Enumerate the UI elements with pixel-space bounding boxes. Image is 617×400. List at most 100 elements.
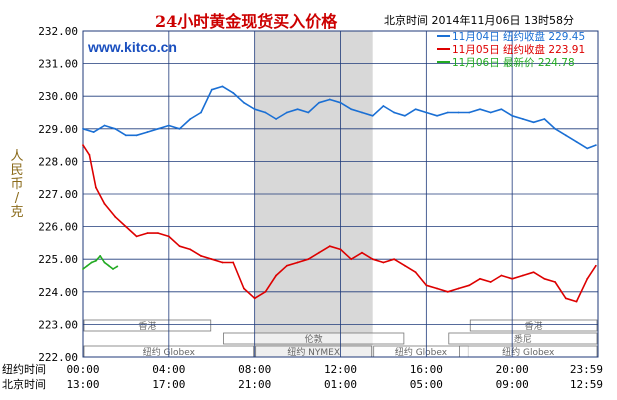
legend-entry: 11月06日 最新价 224.78 [452, 56, 575, 69]
data-point [318, 251, 320, 254]
y-tick-label: 228.00 [38, 155, 78, 168]
data-point [575, 300, 578, 303]
data-point [94, 259, 97, 262]
data-point [189, 118, 192, 120]
data-point [457, 111, 460, 114]
data-point [403, 264, 406, 267]
data-point [339, 248, 342, 251]
data-point [500, 108, 503, 111]
data-point [146, 232, 149, 235]
x-tick-label: 04:00 [152, 363, 185, 376]
data-point [500, 274, 503, 277]
data-point [489, 281, 492, 283]
time-row-label: 纽约时间 [2, 362, 46, 376]
y-axis-label-char: / [15, 191, 20, 206]
data-point [125, 225, 127, 228]
data-point [210, 88, 213, 91]
session-bar [448, 332, 598, 345]
x-tick-label: 08:00 [238, 363, 271, 376]
data-point [564, 297, 567, 300]
y-tick-label: 232.00 [38, 25, 78, 38]
data-point [200, 255, 202, 257]
data-point [125, 134, 127, 137]
x-tick-label: 09:00 [496, 378, 529, 391]
plot-border [82, 30, 599, 358]
data-point [521, 274, 524, 277]
data-point [232, 261, 235, 264]
data-point [361, 111, 363, 114]
data-point [275, 274, 278, 277]
session-label: 纽约 Globex [395, 346, 448, 358]
data-point [178, 245, 181, 248]
data-point [167, 235, 170, 238]
y-tick-label: 230.00 [38, 90, 78, 103]
data-point [296, 108, 299, 111]
data-point [94, 186, 97, 189]
data-point [543, 118, 546, 120]
y-axis-label-char: 人 [10, 149, 23, 164]
data-point [103, 261, 106, 264]
timestamp: 北京时间 2014年11月06日 13时58分 [384, 14, 574, 27]
data-point [318, 101, 320, 104]
data-point [446, 111, 449, 114]
data-point [328, 98, 331, 101]
data-point [210, 258, 213, 261]
session-bar [469, 319, 598, 332]
session-label: 纽约 Globex [502, 346, 555, 358]
data-point [135, 235, 138, 238]
data-point [221, 261, 224, 264]
x-tick-label: 16:00 [410, 363, 443, 376]
data-point [103, 124, 106, 127]
data-point [99, 255, 102, 257]
series-line-3 [82, 255, 118, 270]
data-point [382, 105, 385, 107]
data-point [393, 258, 396, 261]
y-tick-label: 223.00 [38, 318, 78, 331]
data-point [414, 108, 417, 111]
data-point [594, 264, 597, 267]
x-tick-label: 17:00 [152, 378, 185, 391]
session-label: 伦敦 [305, 333, 323, 345]
data-point [88, 153, 91, 156]
legend-entry: 11月05日 纽约收盘 223.91 [452, 43, 585, 56]
data-point [586, 147, 589, 150]
data-point [339, 101, 342, 104]
data-point [594, 144, 597, 147]
x-tick-label: 23:59 [570, 363, 603, 376]
data-point [307, 258, 310, 261]
data-point [253, 297, 256, 300]
data-point [564, 134, 567, 137]
data-point [350, 258, 353, 261]
data-point [403, 114, 406, 117]
data-point [361, 251, 363, 254]
chart-title: 24小时黄金现货买入价格 [155, 12, 338, 31]
data-point [586, 277, 589, 280]
y-axis-label-char: 克 [10, 205, 23, 220]
session-label: 悉尼 [514, 333, 532, 345]
data-point [296, 261, 299, 264]
data-point [436, 114, 438, 117]
x-tick-label: 01:00 [324, 378, 357, 391]
data-point [457, 287, 460, 290]
data-point [114, 215, 117, 218]
legend-entry: 11月04日 纽约收盘 229.45 [452, 30, 585, 43]
data-point [554, 127, 556, 130]
data-point [189, 248, 192, 251]
y-tick-label: 227.00 [38, 188, 78, 201]
data-point [82, 127, 84, 130]
x-tick-label: 13:00 [66, 378, 99, 391]
data-point [167, 124, 170, 127]
data-point [200, 111, 202, 114]
watermark: www.kitco.cn [87, 39, 177, 55]
data-point [243, 101, 245, 104]
data-point [521, 118, 524, 120]
data-point [382, 261, 385, 264]
data-point [178, 127, 181, 130]
data-point [446, 290, 449, 293]
data-point [479, 277, 481, 280]
y-tick-label: 231.00 [38, 58, 78, 71]
y-tick-label: 225.00 [38, 253, 78, 266]
data-point [489, 111, 492, 114]
data-point [371, 114, 374, 117]
y-tick-label: 222.00 [38, 351, 78, 364]
